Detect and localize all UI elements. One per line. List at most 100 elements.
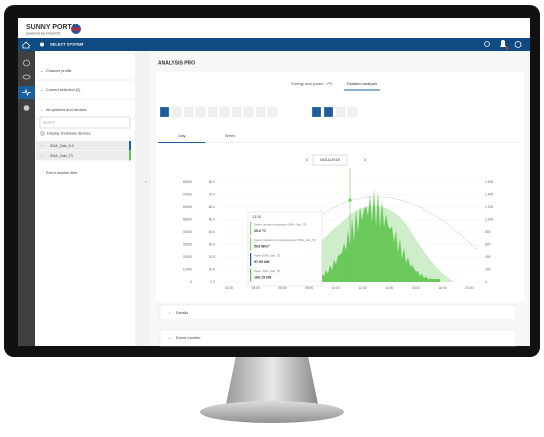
y-label: 1,000 <box>485 217 493 221</box>
next-date[interactable]: › <box>364 158 366 164</box>
system-select[interactable]: SELECT SYSTEM <box>50 42 84 47</box>
y-label: 40000 <box>183 230 192 234</box>
period-tab[interactable]: Week <box>225 133 235 138</box>
y-label: 50.0 <box>209 217 216 221</box>
tooltip-marker <box>250 253 252 266</box>
collapse-arrow[interactable]: ‹ <box>145 179 147 185</box>
chevron: › <box>41 143 43 148</box>
device-row[interactable] <box>36 151 131 161</box>
home-icon[interactable] <box>21 41 31 49</box>
tool-button[interactable] <box>255 106 266 118</box>
y-label: 1,400 <box>485 192 493 196</box>
search-icon[interactable] <box>484 41 490 47</box>
tool-button[interactable] <box>207 106 218 118</box>
checkbox-label[interactable]: Display shutdown devices <box>47 132 91 136</box>
period-tab[interactable]: Day <box>178 133 185 138</box>
y-label: 70.0 <box>209 192 216 196</box>
monitor-neck <box>226 356 318 404</box>
y-label: 20000 <box>183 255 192 259</box>
chevron: › <box>41 153 43 158</box>
tool-button[interactable] <box>267 106 278 118</box>
sidebar-item[interactable]: Channel profile <box>46 69 72 73</box>
y-label: 80000 <box>183 180 192 184</box>
nav-bar <box>18 38 530 51</box>
brand: SUNNY PORTAL <box>26 24 81 31</box>
tool-button[interactable] <box>243 106 254 118</box>
prev-date[interactable]: ‹ <box>306 158 308 164</box>
x-label: 08:00 <box>305 286 313 290</box>
section[interactable] <box>159 304 517 321</box>
area-power <box>300 188 440 282</box>
tooltip-label: Power (SMA_Gab_T3) <box>254 254 280 258</box>
tool-button[interactable] <box>171 106 182 118</box>
sidebar-item[interactable]: All systems and devices <box>46 108 87 112</box>
section-title[interactable]: Details <box>176 310 188 315</box>
tooltip-label: Power (SMA_Gab_T3) <box>254 269 280 273</box>
nav-icon[interactable] <box>22 88 31 97</box>
x-label: 14:00 <box>385 286 393 290</box>
tooltip-value: 25.2 °C <box>254 229 266 233</box>
tool-button[interactable] <box>159 106 170 118</box>
tool-button[interactable] <box>323 106 334 118</box>
date-box[interactable] <box>312 154 348 166</box>
date[interactable]: 08/11/2019 <box>320 157 340 162</box>
x-label: 20:00 <box>465 286 473 290</box>
y-label: 1,200 <box>485 205 493 209</box>
section[interactable] <box>159 329 517 347</box>
page-title: ANALYSIS PRO <box>158 60 195 66</box>
x-label: 02:00 <box>225 286 233 290</box>
tooltip-value: 166.15 kW <box>254 275 272 279</box>
chevron: ⌄ <box>40 68 43 73</box>
device-name[interactable]: SMA_Gab_6.5 <box>50 144 74 148</box>
section-title[interactable]: Event monitor <box>176 335 201 340</box>
cursor-dot <box>348 198 352 202</box>
device-color <box>129 141 131 151</box>
x-label: 12:00 <box>358 286 366 290</box>
search-box[interactable] <box>39 116 131 129</box>
tool-button[interactable] <box>231 106 242 118</box>
tab-active[interactable]: Detailed analysis <box>347 81 377 86</box>
icon-strip <box>18 51 35 346</box>
y-label: 1,600 <box>485 180 493 184</box>
tab[interactable]: Energy and power - PV <box>291 81 333 86</box>
tool-button[interactable] <box>311 106 322 118</box>
search-placeholder[interactable]: Search <box>43 121 55 125</box>
y-label: 0.0 <box>210 280 215 284</box>
monitor-base <box>200 401 344 423</box>
nav-icon[interactable] <box>23 59 30 67</box>
device-row[interactable] <box>36 141 131 151</box>
checkbox[interactable] <box>40 131 45 136</box>
nav-icon[interactable] <box>23 105 30 111</box>
device-color <box>129 151 131 161</box>
y-label: 600 <box>485 242 491 246</box>
y-label: 50000 <box>183 217 192 221</box>
info-icon[interactable] <box>514 41 522 48</box>
bell-icon[interactable] <box>500 40 506 47</box>
badge <box>505 46 509 50</box>
y-label: 800 <box>485 230 491 234</box>
device-name[interactable]: SMA_Gab_T3 <box>50 154 73 158</box>
y-label: 20.0 <box>209 255 216 259</box>
tooltip-marker <box>250 222 252 235</box>
location-icon[interactable] <box>40 42 44 47</box>
chevron: ⌄ <box>168 335 171 340</box>
sidebar-footer[interactable]: Event monitor filter <box>46 171 78 175</box>
tooltip-value: 503 W/m² <box>254 244 271 248</box>
splitter <box>135 51 150 346</box>
y-label: 70000 <box>183 192 192 196</box>
y-label: 60.0 <box>209 205 216 209</box>
tool-button[interactable] <box>347 106 358 118</box>
y-label: 30.0 <box>209 242 216 246</box>
nav-icon[interactable] <box>22 74 31 80</box>
tool-button[interactable] <box>335 106 346 118</box>
tooltip-value: 97.09 kW <box>254 260 270 264</box>
sidebar-item[interactable]: Current selection (2) <box>46 88 81 92</box>
tool-button[interactable] <box>183 106 194 118</box>
tool-button[interactable] <box>219 106 230 118</box>
y-label: 60000 <box>183 205 192 209</box>
x-label: 18:00 <box>438 286 446 290</box>
sidebar <box>35 51 135 346</box>
tooltip-marker <box>250 268 252 282</box>
tool-button[interactable] <box>195 106 206 118</box>
